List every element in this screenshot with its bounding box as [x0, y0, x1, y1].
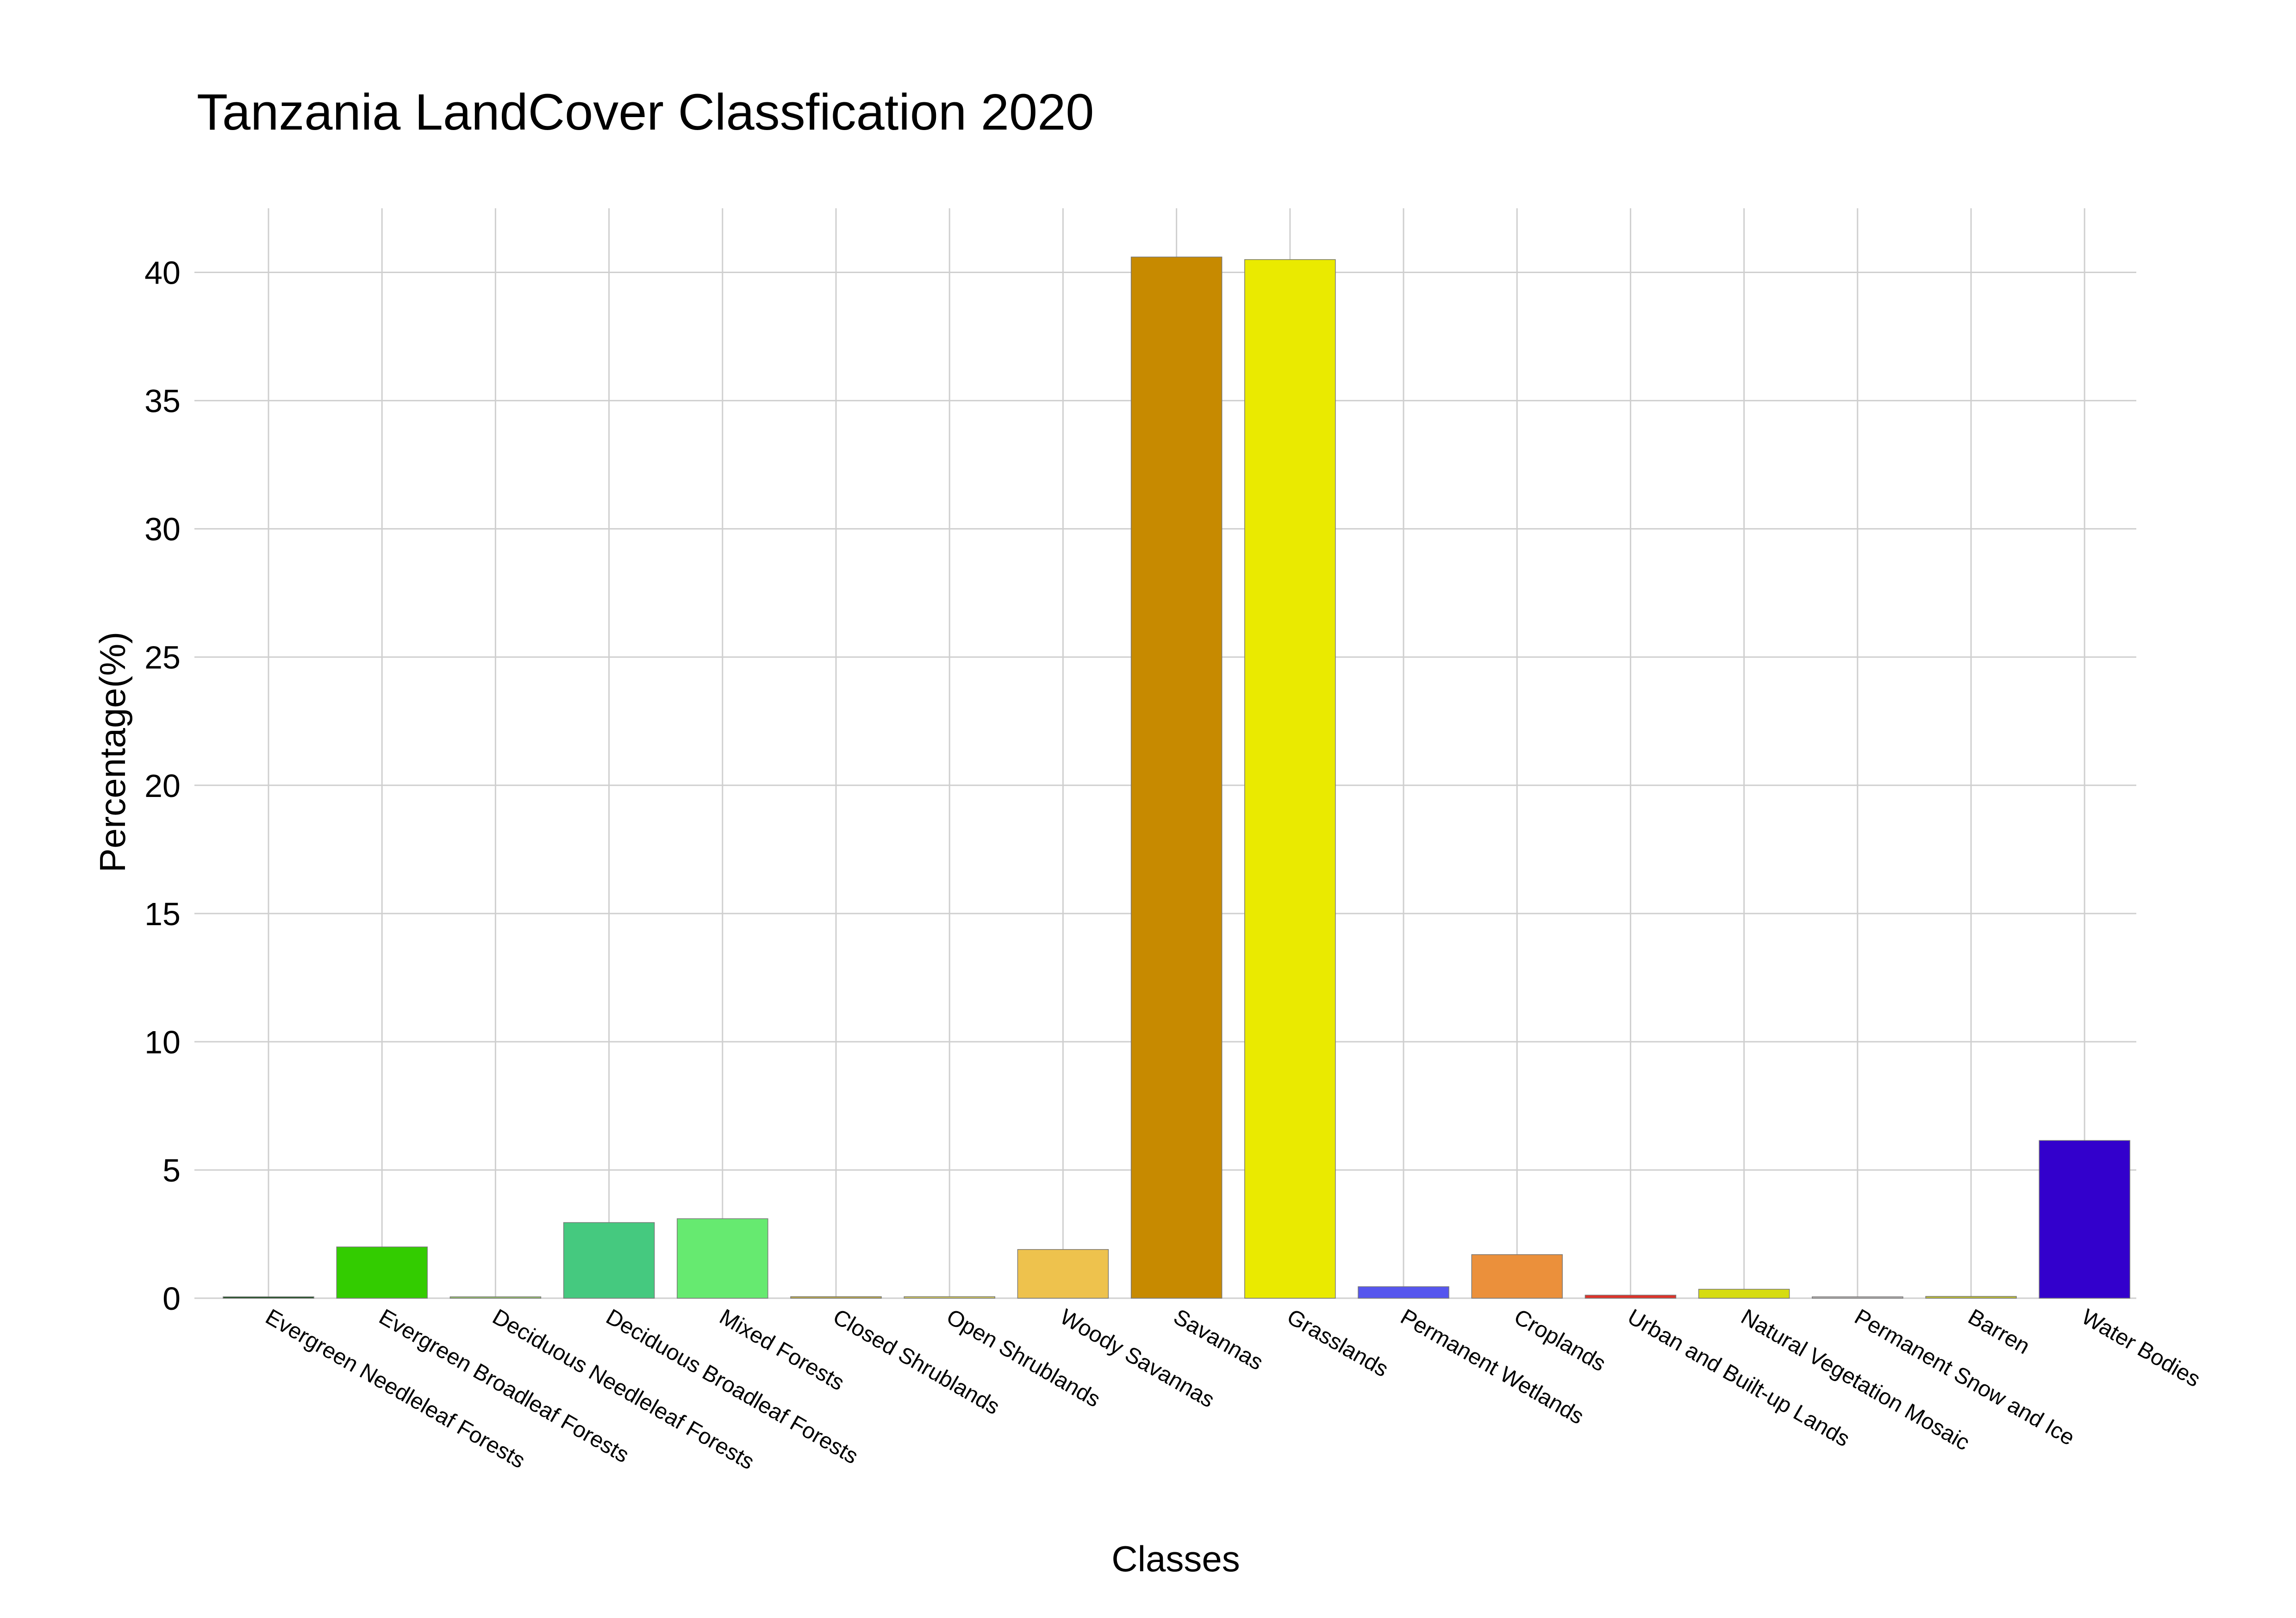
x-tick-label: Permanent Wetlands [1397, 1305, 1588, 1430]
y-tick-label: 5 [162, 1152, 181, 1189]
y-axis-title: Percentage(%) [92, 632, 133, 872]
bar-open-shrublands [904, 1296, 995, 1299]
bar-woody-savannas [1017, 1249, 1109, 1299]
bar-closed-shrublands [790, 1296, 882, 1299]
bar-deciduous-broadleaf-forests [563, 1222, 655, 1299]
y-axis-ticks: 0 5 10 15 20 25 30 35 40 [144, 255, 181, 1317]
x-axis-title: Classes [1111, 1538, 1240, 1579]
y-tick-label: 10 [144, 1024, 181, 1060]
x-tick-label: Barren [1964, 1305, 2034, 1359]
bar-evergreen-broadleaf-forests [336, 1246, 428, 1299]
bar-natural-vegetation-mosaic [1698, 1288, 1790, 1299]
y-tick-label: 35 [144, 383, 181, 419]
bar-layer [223, 256, 2130, 1299]
y-tick-label: 40 [144, 255, 181, 291]
bar-barren [1925, 1296, 2017, 1299]
bar-water-bodies [2039, 1140, 2130, 1299]
x-tick-label: Water Bodies [2078, 1305, 2204, 1392]
bar-urban-and-built-up-lands [1585, 1294, 1677, 1299]
y-tick-label: 20 [144, 768, 181, 804]
bar-mixed-forests [677, 1218, 768, 1299]
bar-permanent-snow-and-ice [1812, 1296, 1903, 1299]
bar-croplands [1471, 1254, 1563, 1299]
bar-savannas [1130, 256, 1223, 1299]
bar-deciduous-needleleaf-forests [449, 1296, 542, 1299]
x-tick-label: Savannas [1169, 1305, 1267, 1375]
bar-evergreen-needleleaf-forests [223, 1296, 314, 1299]
bar-grasslands [1244, 259, 1336, 1299]
chart-title: Tanzania LandCover Classfication 2020 [197, 84, 1094, 141]
y-tick-label: 25 [144, 640, 181, 676]
bar-permanent-wetlands [1358, 1286, 1449, 1299]
x-tick-label: Croplands [1510, 1305, 1610, 1376]
y-tick-label: 15 [144, 896, 181, 932]
y-tick-label: 0 [162, 1281, 181, 1317]
y-tick-label: 30 [144, 511, 181, 548]
x-tick-label: Grasslands [1283, 1305, 1392, 1382]
